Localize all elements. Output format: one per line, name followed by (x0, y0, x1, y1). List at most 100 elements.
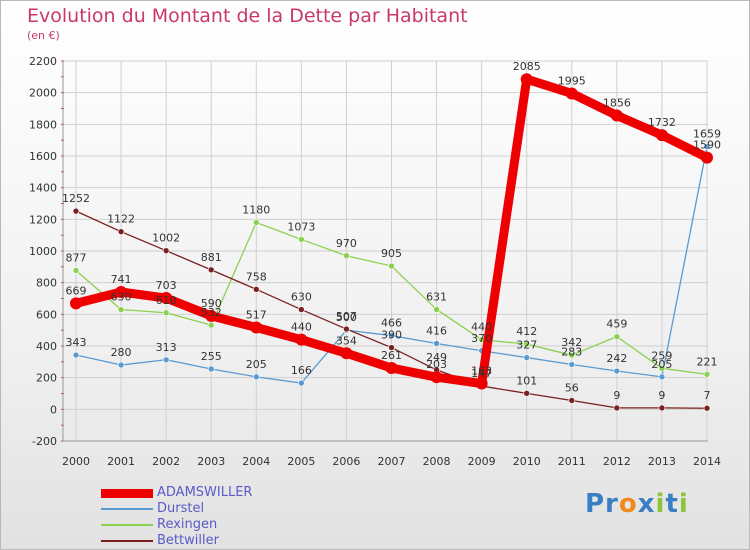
y-tick-label: 1600 (29, 150, 57, 163)
data-point (388, 344, 395, 351)
data-label: 255 (201, 350, 222, 363)
data-label: 440 (291, 321, 312, 334)
data-label: 259 (651, 349, 672, 362)
data-label: 9 (658, 389, 665, 402)
data-point (388, 262, 395, 270)
data-point (568, 351, 576, 359)
data-label: 56 (565, 381, 579, 394)
data-point (568, 361, 576, 368)
data-label: 416 (426, 324, 447, 337)
data-label: 163 (471, 365, 492, 378)
data-point (433, 340, 440, 347)
data-label: 507 (336, 310, 357, 323)
data-label: 205 (651, 358, 672, 371)
y-tick-label: -200 (32, 435, 57, 448)
data-point (162, 309, 170, 317)
data-point (475, 377, 488, 390)
x-tick-label: 2003 (197, 455, 225, 468)
legend-item: ADAMSWILLER (101, 485, 341, 501)
data-label: 249 (426, 351, 447, 364)
data-point (568, 397, 576, 404)
chart-title: Evolution du Montant de la Dette par Hab… (27, 5, 468, 27)
legend-label: ADAMSWILLER (157, 485, 253, 500)
data-point (207, 321, 215, 329)
data-label: 205 (246, 358, 267, 371)
data-label: 390 (381, 329, 402, 342)
data-point (162, 247, 170, 254)
y-tick-label: 800 (36, 277, 57, 290)
data-label: 1856 (603, 96, 631, 109)
legend-swatch (101, 524, 153, 526)
data-point (703, 371, 711, 378)
data-point (701, 151, 713, 164)
logo-part: i (655, 489, 666, 519)
x-tick-label: 2010 (513, 455, 541, 468)
data-point (72, 267, 80, 274)
data-label: 280 (111, 346, 132, 359)
data-point (343, 252, 350, 260)
y-tick-label: 200 (36, 372, 57, 385)
data-label: 877 (66, 251, 87, 264)
data-point (658, 404, 666, 412)
data-point (162, 356, 170, 364)
data-label: 101 (516, 374, 537, 387)
legend-swatch (101, 540, 153, 542)
data-point (433, 306, 440, 313)
x-tick-label: 2009 (468, 455, 496, 468)
data-label: 610 (156, 294, 177, 307)
y-tick-label: 1800 (29, 118, 57, 131)
data-label: 1252 (62, 192, 90, 205)
legend-item: Durstel (101, 501, 341, 517)
data-label: 631 (426, 290, 447, 303)
data-point (340, 347, 353, 360)
data-label: 1590 (693, 139, 721, 152)
data-label: 532 (201, 306, 222, 319)
data-label: 1659 (693, 128, 721, 141)
y-tick-label: 1000 (29, 245, 57, 258)
data-point (160, 292, 173, 305)
data-label: 9 (613, 389, 620, 402)
logo-part: i (678, 489, 689, 519)
data-label: 758 (246, 270, 267, 283)
data-label: 327 (516, 339, 537, 352)
data-point (610, 109, 623, 122)
legend: ADAMSWILLER Durstel Rexingen Bettwiller (101, 485, 341, 549)
data-label: 283 (561, 346, 582, 359)
data-label: 1002 (152, 232, 180, 245)
x-tick-label: 2001 (107, 455, 135, 468)
data-point (298, 379, 305, 387)
x-tick-label: 2004 (242, 455, 270, 468)
data-label: 1122 (107, 213, 135, 226)
legend-label: Rexingen (157, 517, 218, 532)
data-label: 1073 (287, 220, 315, 233)
data-label: 343 (66, 336, 87, 349)
data-point (298, 306, 305, 313)
data-point (295, 333, 308, 346)
data-point (703, 404, 711, 412)
data-label: 440 (471, 321, 492, 334)
y-tick-label: 400 (36, 340, 57, 353)
x-tick-label: 2014 (693, 455, 721, 468)
data-point (430, 371, 443, 384)
x-tick-label: 2002 (152, 455, 180, 468)
data-label: 261 (381, 349, 402, 362)
data-point (117, 306, 125, 313)
data-label: 2085 (513, 60, 541, 73)
data-label: 412 (516, 325, 537, 338)
x-tick-label: 2000 (62, 455, 90, 468)
y-tick-label: 2200 (29, 55, 57, 68)
legend-swatch (101, 508, 153, 510)
data-label: 313 (156, 341, 177, 354)
y-tick-label: 2000 (29, 87, 57, 100)
data-label: 370 (471, 332, 492, 345)
data-point (523, 340, 531, 348)
data-point (523, 354, 531, 361)
data-point (207, 266, 215, 274)
data-point (658, 365, 666, 372)
data-point (703, 143, 711, 150)
data-label: 459 (606, 318, 627, 331)
data-label: 970 (336, 237, 357, 250)
data-label: 630 (291, 291, 312, 304)
